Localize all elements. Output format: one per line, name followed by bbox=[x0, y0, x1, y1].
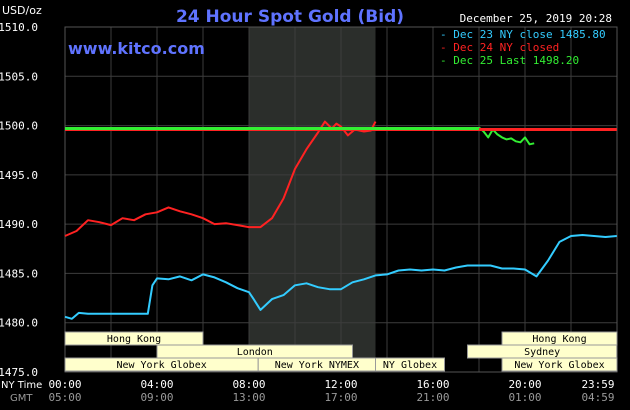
y-tick-label: 1480.0 bbox=[0, 317, 38, 330]
ny-time-tick: 20:00 bbox=[508, 378, 541, 391]
session-label: New York NYMEX bbox=[275, 360, 359, 371]
y-tick-label: 1485.0 bbox=[0, 267, 38, 280]
ny-time-tick: 04:00 bbox=[140, 378, 173, 391]
session-label: Hong Kong bbox=[532, 334, 586, 345]
y-tick-labels: 1475.0 1480.0 1485.0 1490.0 1495.0 1500.0 1505… bbox=[0, 21, 38, 379]
gmt-time-tick: 13:00 bbox=[232, 391, 265, 404]
watermark: www.kitco.com bbox=[68, 39, 205, 58]
gmt-time-tick: 01:00 bbox=[508, 391, 541, 404]
ny-time-tick: 16:00 bbox=[416, 378, 449, 391]
ny-time-label: NY Time bbox=[1, 380, 42, 391]
session-label: New York Globex bbox=[514, 360, 604, 371]
gmt-label: GMT bbox=[10, 393, 33, 404]
gmt-time-tick: 05:00 bbox=[48, 391, 81, 404]
y-tick-label: 1490.0 bbox=[0, 218, 38, 231]
session-label: NY Globex bbox=[383, 360, 437, 371]
y-tick-label: 1475.0 bbox=[0, 366, 38, 379]
ny-time-tick: 12:00 bbox=[324, 378, 357, 391]
price-series bbox=[64, 120, 617, 320]
legend: - Dec 23 NY close 1485.80- Dec 24 NY clo… bbox=[440, 28, 606, 67]
series-line bbox=[64, 120, 377, 237]
y-tick-label: 1510.0 bbox=[0, 21, 38, 34]
grid-lines bbox=[64, 26, 618, 373]
legend-entry: - Dec 23 NY close 1485.80 bbox=[440, 28, 606, 41]
session-label: Hong Kong bbox=[107, 334, 161, 345]
series-line bbox=[478, 126, 535, 146]
legend-entry: - Dec 25 Last 1498.20 bbox=[440, 54, 579, 67]
y-tick-label: 1505.0 bbox=[0, 70, 38, 83]
y-tick-label: 1495.0 bbox=[0, 169, 38, 182]
session-label: Sydney bbox=[524, 347, 560, 358]
chart-title: 24 Hour Spot Gold (Bid) bbox=[176, 7, 404, 27]
gmt-time-tick: 09:00 bbox=[140, 391, 173, 404]
legend-entry: - Dec 24 NY closed bbox=[440, 41, 559, 54]
session-bar bbox=[64, 331, 204, 346]
y-axis-units: USD/oz bbox=[2, 4, 42, 17]
gmt-time-tick: 21:00 bbox=[416, 391, 449, 404]
ny-time-tick: 00:00 bbox=[48, 378, 81, 391]
y-tick-label: 1500.0 bbox=[0, 120, 38, 133]
session-label: New York Globex bbox=[116, 360, 206, 371]
ny-time-tick: 08:00 bbox=[232, 378, 265, 391]
session-bar bbox=[375, 357, 445, 372]
gmt-time-tick: 17:00 bbox=[324, 391, 357, 404]
gmt-time-tick: 04:59 bbox=[581, 391, 614, 404]
session-label: London bbox=[237, 347, 273, 358]
ny-time-tick: 23:59 bbox=[581, 378, 614, 391]
chart-date: December 25, 2019 20:28 bbox=[460, 12, 612, 25]
series-line bbox=[64, 234, 617, 320]
plot-frame bbox=[64, 26, 618, 373]
session-bar bbox=[501, 357, 618, 372]
shaded-session-band bbox=[249, 27, 376, 372]
trading-session-bars: Hong Kong Hong Kong London Sydney New York G… bbox=[64, 331, 618, 372]
